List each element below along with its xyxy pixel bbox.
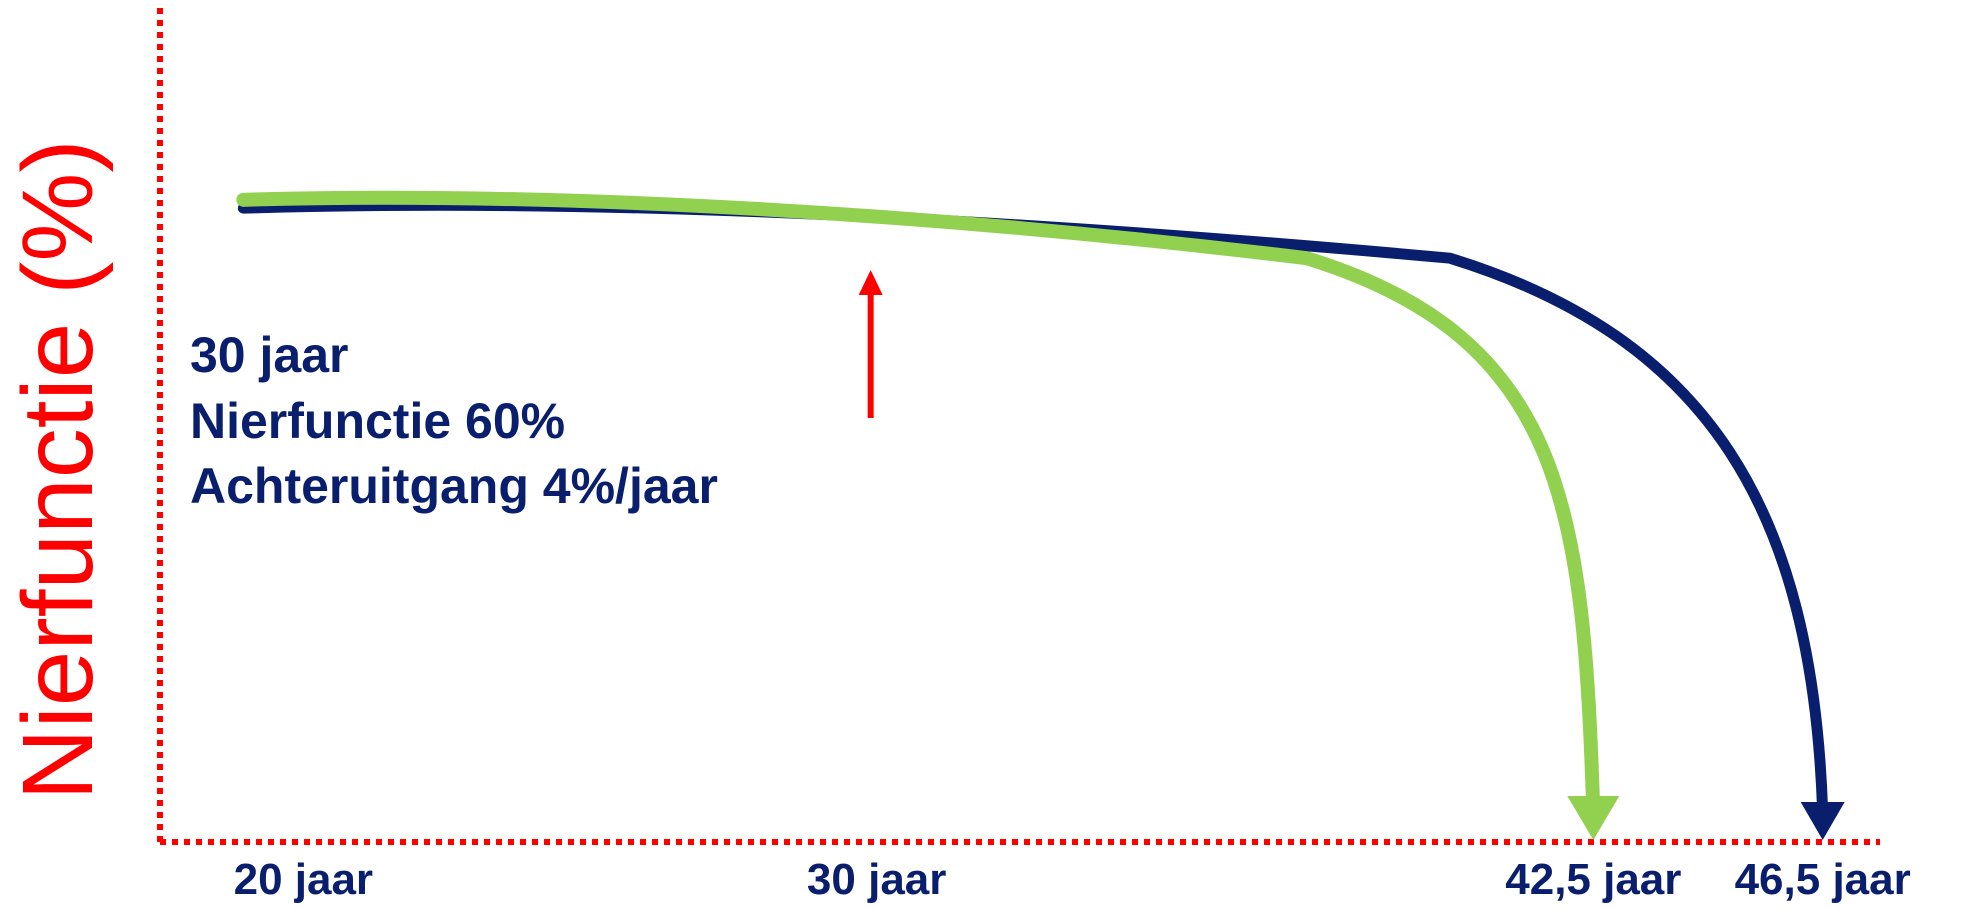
x-tick-label: 20 jaar — [234, 855, 373, 904]
x-tick-label: 42,5 jaar — [1505, 855, 1681, 904]
annotation-line-3: Achteruitgang 4%/jaar — [190, 458, 718, 514]
marker-arrow-head — [858, 270, 883, 295]
arrowhead-blue — [1800, 802, 1845, 840]
x-tick-label: 46,5 jaar — [1735, 855, 1911, 904]
arrowhead-green — [1567, 796, 1620, 840]
annotation-line-2: Nierfunctie 60% — [190, 393, 565, 449]
series-line-green — [236, 190, 1601, 819]
y-axis-label: Nierfunctie (%) — [2, 139, 114, 800]
annotation-line-1: 30 jaar — [190, 327, 348, 383]
x-tick-label: 30 jaar — [807, 855, 946, 904]
